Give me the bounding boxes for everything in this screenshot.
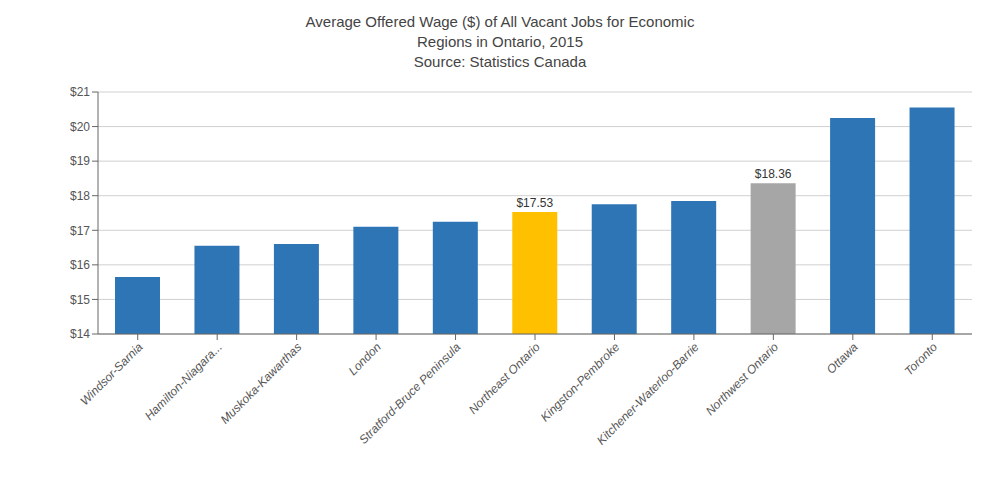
- svg-text:Windsor-Sarnia: Windsor-Sarnia: [77, 340, 145, 408]
- svg-text:$19: $19: [70, 154, 90, 168]
- svg-text:$17: $17: [70, 224, 90, 238]
- svg-text:Kingston-Pembroke: Kingston-Pembroke: [538, 340, 623, 425]
- svg-text:$16: $16: [70, 258, 90, 272]
- svg-text:$15: $15: [70, 293, 90, 307]
- svg-text:$20: $20: [70, 120, 90, 134]
- svg-text:Northwest Ontario: Northwest Ontario: [703, 340, 782, 419]
- svg-text:$18.36: $18.36: [755, 167, 792, 181]
- svg-text:Kitchener-Waterloo-Barrie: Kitchener-Waterloo-Barrie: [594, 340, 702, 448]
- svg-text:London: London: [346, 340, 384, 378]
- svg-text:Hamilton-Niagara...: Hamilton-Niagara...: [142, 340, 225, 423]
- svg-text:$14: $14: [70, 327, 90, 341]
- svg-text:Stratford-Bruce Peninsula: Stratford-Bruce Peninsula: [356, 340, 463, 447]
- svg-text:Toronto: Toronto: [902, 340, 941, 379]
- svg-text:Ottawa: Ottawa: [824, 340, 861, 377]
- svg-text:$17.53: $17.53: [516, 196, 553, 210]
- svg-text:$18: $18: [70, 189, 90, 203]
- svg-text:Northeast Ontario: Northeast Ontario: [466, 340, 543, 417]
- svg-text:Muskoka-Kawarthas: Muskoka-Kawarthas: [218, 340, 305, 427]
- svg-text:$21: $21: [70, 85, 90, 99]
- html-text:Average Offered Wage ($) of Al: Average Offered Wage ($) of All Vacant J…: [305, 13, 695, 70]
